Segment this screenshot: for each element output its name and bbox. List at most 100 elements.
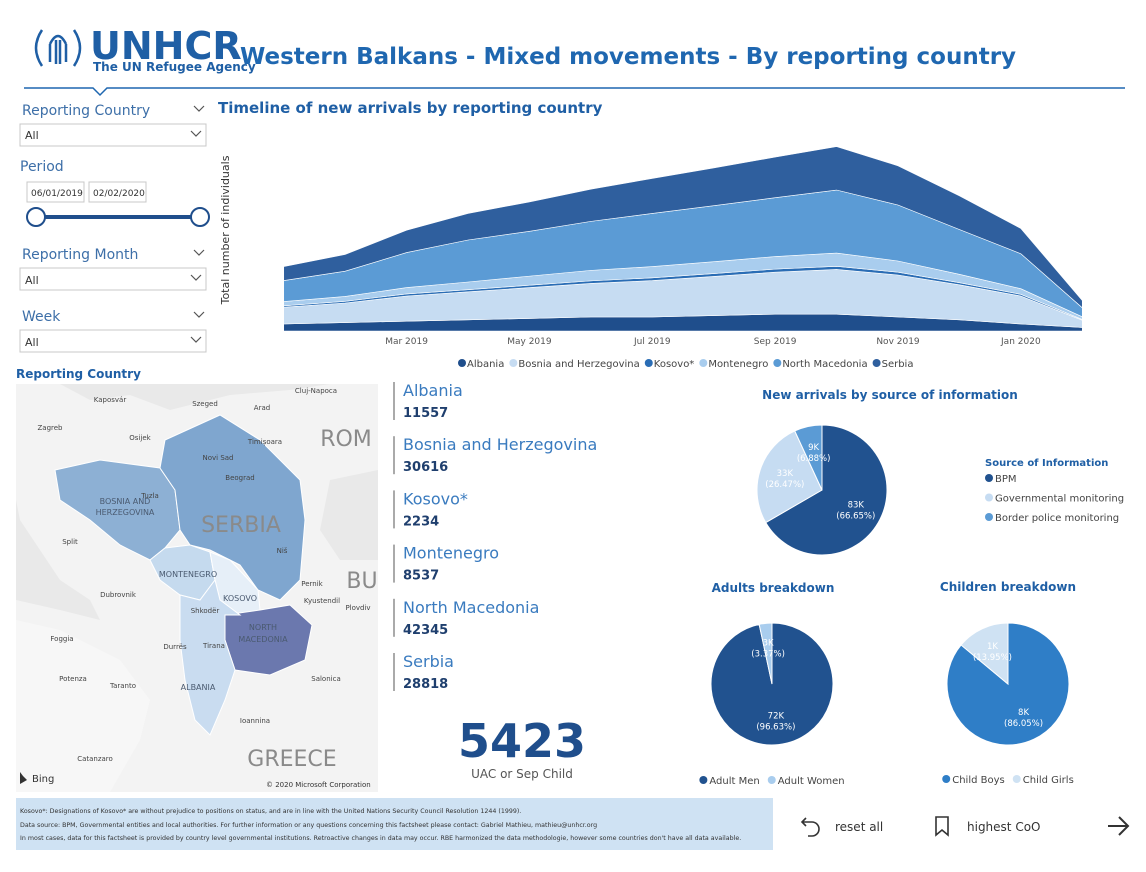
filter-label: Week bbox=[22, 309, 61, 325]
date-start: 06/01/2019 bbox=[31, 189, 83, 199]
dropdown[interactable] bbox=[19, 123, 207, 147]
legend-label[interactable]: Child Boys bbox=[952, 775, 1005, 786]
country-total: 30616 bbox=[403, 460, 448, 475]
map-title: Reporting Country bbox=[16, 367, 141, 381]
legend-marker bbox=[942, 775, 951, 783]
chevron[interactable] bbox=[193, 249, 205, 256]
date-input[interactable] bbox=[26, 181, 85, 203]
legend-label[interactable]: Bosnia and Herzegovina bbox=[518, 359, 639, 370]
map: SERBIA BOSNIA AND HERZEGOVINA MONTENEGRO KOS… bbox=[16, 384, 378, 792]
chevron[interactable] bbox=[193, 105, 205, 112]
reset-button[interactable]: reset all bbox=[835, 820, 883, 834]
legend-label[interactable]: Adult Women bbox=[778, 776, 845, 787]
legend-label[interactable]: BPM bbox=[995, 474, 1017, 485]
legend: Child Boys Child Girls bbox=[942, 775, 1074, 786]
slice-percent-label: (3.37%) bbox=[751, 650, 785, 660]
legend-label[interactable]: Child Girls bbox=[1023, 775, 1074, 786]
legend-marker bbox=[985, 513, 993, 521]
date-input[interactable] bbox=[88, 181, 147, 203]
chevron bbox=[190, 336, 202, 343]
legend-marker bbox=[767, 776, 776, 784]
country-name[interactable]: North Macedonia bbox=[403, 598, 539, 617]
country-name[interactable]: Serbia bbox=[403, 652, 454, 671]
y-axis-label: Total number of individuals bbox=[219, 155, 232, 305]
map-provider: Bing bbox=[32, 774, 54, 785]
country-name[interactable]: Kosovo* bbox=[403, 489, 468, 508]
x-tick-label: Mar 2019 bbox=[385, 337, 428, 347]
map-region-label: BU bbox=[346, 569, 377, 594]
slider-handle[interactable] bbox=[26, 207, 46, 227]
slice-percent-label: (26.47%) bbox=[765, 480, 804, 490]
logo-subtitle: The UN Refugee Agency bbox=[93, 60, 256, 74]
legend-marker bbox=[1012, 775, 1021, 783]
slice-percent-label: (13.95%) bbox=[973, 653, 1012, 663]
map-city-label: Tirana bbox=[202, 642, 225, 650]
legend-marker bbox=[985, 493, 993, 502]
country-name[interactable]: Montenegro bbox=[403, 544, 499, 563]
map-country-label: NORTH bbox=[249, 623, 277, 632]
legend-marker bbox=[458, 359, 466, 367]
country-name[interactable]: Bosnia and Herzegovina bbox=[403, 435, 597, 454]
map-country-label: ALBANIA bbox=[181, 683, 216, 692]
pie-slice[interactable] bbox=[756, 430, 823, 524]
country-totals: Albania 11557 Bosnia and Herzegovina 30616 K… bbox=[393, 381, 597, 692]
country-shape[interactable] bbox=[179, 578, 242, 736]
map-city-label: Kaposvár bbox=[94, 396, 127, 404]
map-city-label: Split bbox=[62, 538, 78, 546]
map-city-label: Tuzla bbox=[140, 492, 159, 500]
legend-label[interactable]: Montenegro bbox=[708, 359, 768, 370]
slice-count-label: 9K bbox=[808, 443, 819, 453]
slice-percent-label: (66.65%) bbox=[836, 511, 875, 521]
legend-label[interactable]: North Macedonia bbox=[782, 359, 867, 370]
country-total: 8537 bbox=[403, 569, 439, 584]
map-city-label: Niš bbox=[277, 547, 288, 555]
pie-slice[interactable] bbox=[794, 424, 823, 491]
legend-label[interactable]: Serbia bbox=[882, 359, 914, 370]
filter-label: Period bbox=[20, 159, 64, 175]
slice-count-label: 83K bbox=[848, 500, 865, 510]
legend-label[interactable]: Adult Men bbox=[709, 776, 759, 787]
map-city-label: Plovdiv bbox=[345, 604, 370, 612]
slice-count-label: 33K bbox=[777, 469, 794, 479]
map-country-label: HERZEGOVINA bbox=[96, 508, 155, 517]
country-total: 28818 bbox=[403, 677, 448, 692]
map-city-label: Beograd bbox=[225, 474, 254, 482]
country-shape[interactable] bbox=[159, 414, 306, 601]
map-city-label: Pernik bbox=[301, 580, 323, 588]
chevron[interactable] bbox=[193, 311, 205, 318]
map-attribution: © 2020 Microsoft Corporation bbox=[266, 781, 371, 789]
dropdown-value: All bbox=[25, 129, 39, 142]
map-labels: SERBIA BOSNIA AND HERZEGOVINA MONTENEGRO KOS… bbox=[37, 387, 377, 772]
reset-icon[interactable] bbox=[800, 817, 820, 837]
map-city-label: Potenza bbox=[59, 675, 87, 683]
map-city-label: Timișoara bbox=[247, 438, 282, 446]
pie-slice[interactable] bbox=[758, 622, 773, 685]
slider-handle[interactable] bbox=[190, 207, 210, 227]
map-region-label: SERBIA bbox=[201, 513, 281, 538]
legend-marker bbox=[872, 359, 881, 367]
chevron bbox=[190, 130, 202, 137]
next-arrow[interactable] bbox=[1108, 816, 1130, 836]
x-tick-label: Nov 2019 bbox=[876, 337, 920, 347]
legend-label[interactable]: Albania bbox=[467, 359, 504, 370]
legend-label[interactable]: Kosovo* bbox=[654, 359, 695, 370]
map-city-label: Szeged bbox=[192, 400, 218, 408]
pie-slice[interactable] bbox=[960, 622, 1009, 686]
map-country-label: MONTENEGRO bbox=[159, 570, 217, 579]
pie-slice[interactable] bbox=[765, 424, 888, 556]
slice-count-label: 1K bbox=[987, 642, 998, 652]
pie-slice[interactable] bbox=[710, 622, 834, 746]
map-country-label: KOSOVO bbox=[223, 594, 257, 603]
map-city-label: Zagreb bbox=[37, 424, 63, 432]
bookmark-icon[interactable] bbox=[935, 816, 949, 837]
legend-title: Source of Information bbox=[985, 458, 1108, 469]
legend-label[interactable]: Governmental monitoring bbox=[995, 494, 1124, 505]
dropdown[interactable] bbox=[19, 267, 207, 291]
dropdown[interactable] bbox=[19, 329, 207, 353]
legend-label[interactable]: Border police monitoring bbox=[995, 513, 1119, 524]
chart-title: Children breakdown bbox=[940, 580, 1076, 594]
map-city-label: Catanzaro bbox=[77, 755, 113, 763]
bookmark-button[interactable]: highest CoO bbox=[967, 820, 1040, 834]
country-name[interactable]: Albania bbox=[403, 381, 463, 400]
map-city-label: Kyustendil bbox=[304, 597, 340, 605]
